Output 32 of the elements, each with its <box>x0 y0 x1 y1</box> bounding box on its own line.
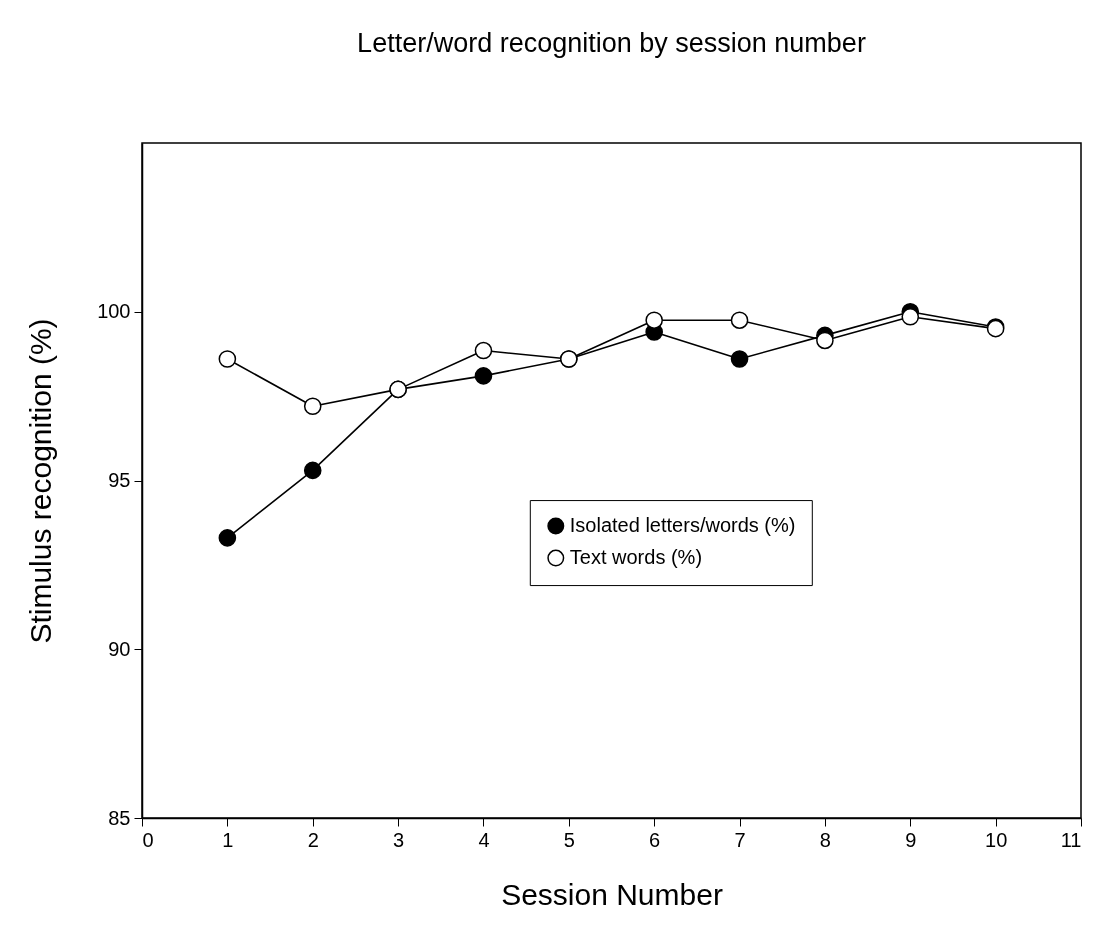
x-tick-label: 3 <box>393 828 405 851</box>
point <box>901 308 920 326</box>
y-axis-title: Stimulus recognition (%) <box>24 318 58 644</box>
point <box>474 341 493 360</box>
x-tick-label: 9 <box>905 828 917 851</box>
x-tick-label: 10 <box>985 828 1008 851</box>
x-tick-label: 0 <box>142 828 154 851</box>
x-axis-title: Session Number <box>501 877 723 911</box>
point <box>816 331 834 350</box>
legend-label: Isolated letters/words (%) <box>569 514 796 537</box>
point <box>730 311 749 329</box>
x-tick-label: 4 <box>478 828 490 851</box>
point <box>218 529 237 547</box>
point <box>474 367 493 385</box>
x-tick-label: 7 <box>734 828 746 851</box>
y-tick-label: 85 <box>108 806 131 829</box>
x-tick-label: 11 <box>1060 828 1082 851</box>
y-tick-label: 90 <box>108 637 131 660</box>
x-tick-label: 6 <box>649 828 661 851</box>
y-tick-label: 100 <box>97 300 131 323</box>
x-tick-label: 8 <box>819 828 831 851</box>
point <box>645 311 663 329</box>
x-tick-label: 5 <box>563 828 575 851</box>
y-tick-label: 95 <box>108 469 131 491</box>
x-tick-label: 1 <box>222 828 234 851</box>
point <box>218 350 237 368</box>
chart-title: Letter/word recognition by session number <box>357 28 866 58</box>
point <box>303 397 322 416</box>
point <box>303 461 322 480</box>
legend-label: Text words (%) <box>569 546 703 569</box>
x-tick-label: 2 <box>307 828 319 851</box>
point <box>730 350 749 368</box>
